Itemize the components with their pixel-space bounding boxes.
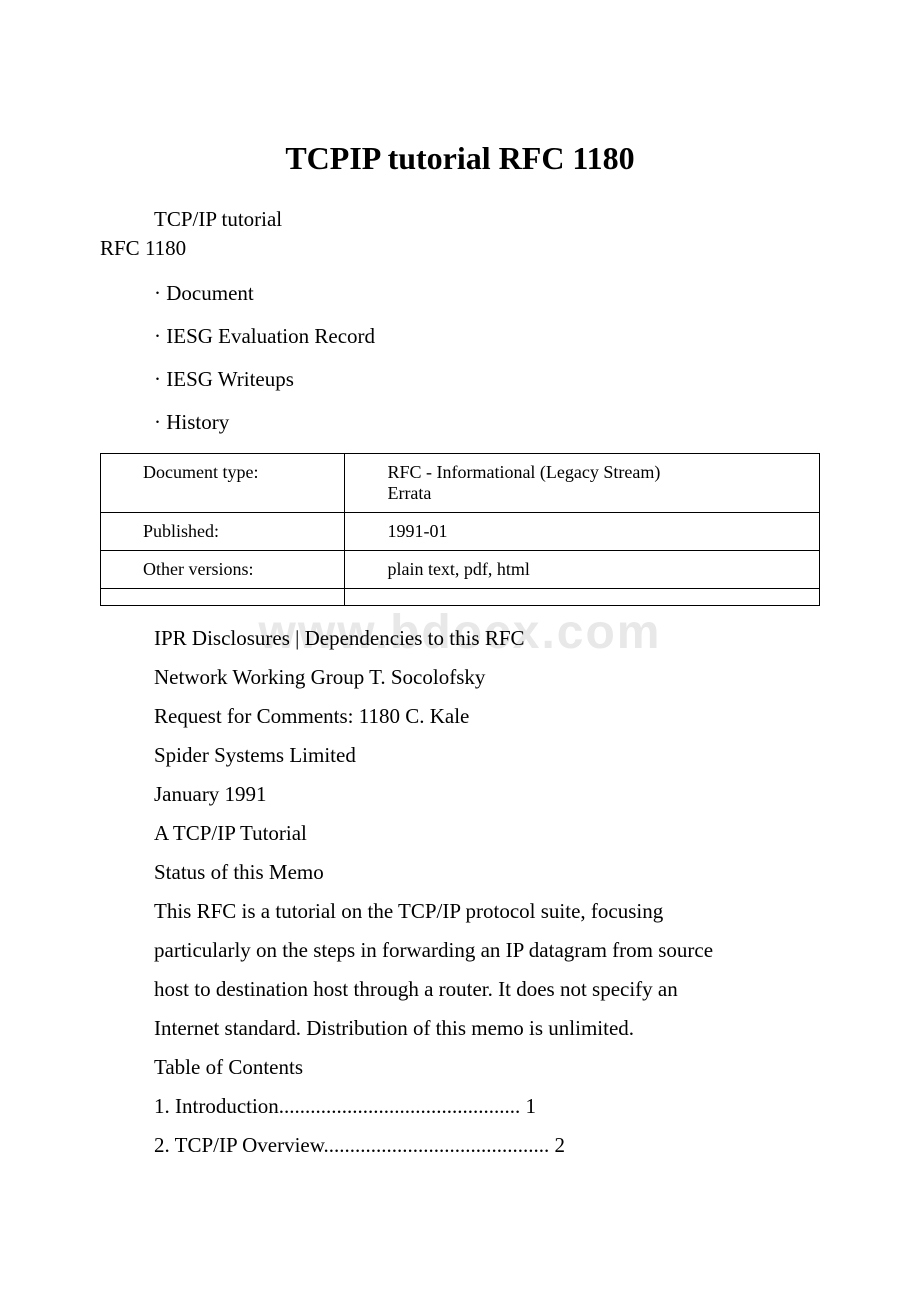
table-row: Other versions: plain text, pdf, html xyxy=(101,551,820,589)
table-row: Document type: RFC - Informational (Lega… xyxy=(101,454,820,513)
status-p4: Internet standard. Distribution of this … xyxy=(154,1016,820,1041)
toc-1: 1. Introduction.........................… xyxy=(154,1094,820,1119)
rfc-line: Request for Comments: 1180 C. Kale xyxy=(154,704,820,729)
status-p1: This RFC is a tutorial on the TCP/IP pro… xyxy=(154,899,820,924)
versions-value: plain text, pdf, html xyxy=(345,551,820,589)
bullet-history: · History xyxy=(154,410,820,435)
doc-type-value: RFC - Informational (Legacy Stream) Erra… xyxy=(345,454,820,513)
spider-line: Spider Systems Limited xyxy=(154,743,820,768)
published-value: 1991-01 xyxy=(345,513,820,551)
status-p3: host to destination host through a route… xyxy=(154,977,820,1002)
toc-2: 2. TCP/IP Overview......................… xyxy=(154,1133,820,1158)
status-heading: Status of this Memo xyxy=(154,860,820,885)
subtitle-2: RFC 1180 xyxy=(100,236,820,261)
table-row: Published: 1991-01 xyxy=(101,513,820,551)
versions-label: Other versions: xyxy=(101,551,345,589)
empty-value xyxy=(345,589,820,606)
doc-type-label: Document type: xyxy=(101,454,345,513)
nwg-line: Network Working Group T. Socolofsky xyxy=(154,665,820,690)
toc-heading: Table of Contents xyxy=(154,1055,820,1080)
ipr-line: IPR Disclosures | Dependencies to this R… xyxy=(154,626,820,651)
bullet-document: · Document xyxy=(154,281,820,306)
status-p2: particularly on the steps in forwarding … xyxy=(154,938,820,963)
page-title: TCPIP tutorial RFC 1180 xyxy=(100,140,820,177)
tutorial-title-line: A TCP/IP Tutorial xyxy=(154,821,820,846)
table-row xyxy=(101,589,820,606)
published-label: Published: xyxy=(101,513,345,551)
bullet-iesg-eval: · IESG Evaluation Record xyxy=(154,324,820,349)
bullet-iesg-writeups: · IESG Writeups xyxy=(154,367,820,392)
date-line: January 1991 xyxy=(154,782,820,807)
subtitle-1: TCP/IP tutorial xyxy=(154,207,820,232)
empty-label xyxy=(101,589,345,606)
metadata-table: Document type: RFC - Informational (Lega… xyxy=(100,453,820,606)
doc-type-value-text: RFC - Informational (Legacy Stream) Erra… xyxy=(387,462,660,503)
